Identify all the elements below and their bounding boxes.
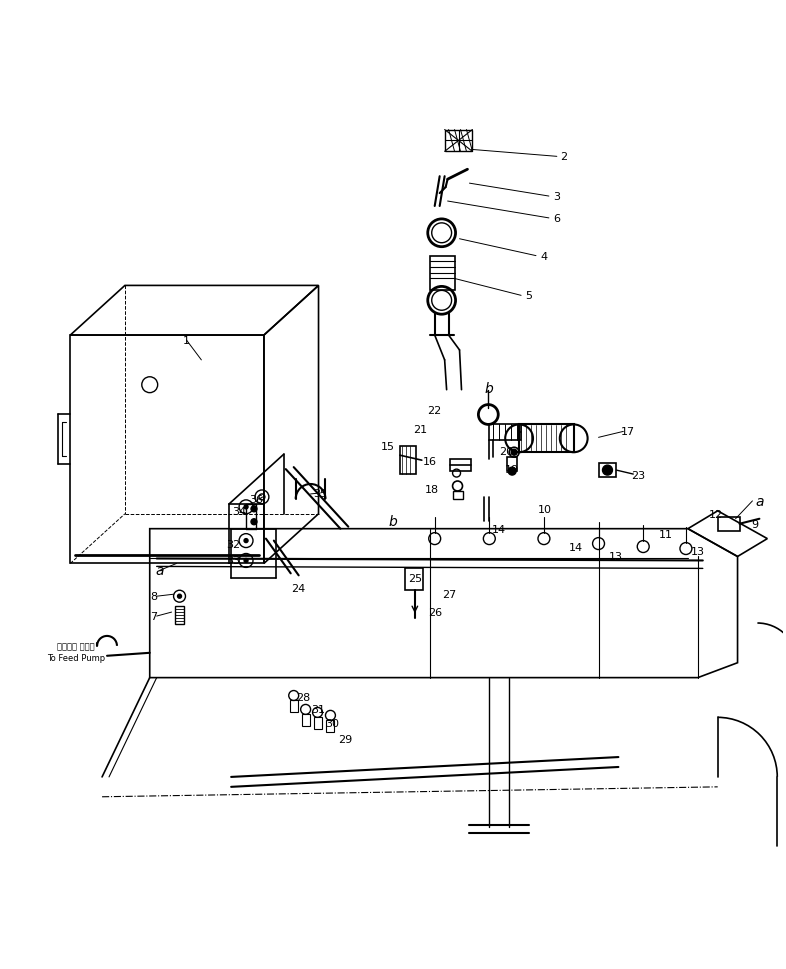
Circle shape [509, 468, 516, 476]
Circle shape [244, 559, 248, 563]
Bar [450, 459, 472, 472]
Text: 24: 24 [292, 583, 306, 594]
Bar [326, 721, 334, 733]
Text: 14: 14 [492, 524, 506, 534]
Text: 17: 17 [621, 427, 635, 437]
Text: 30: 30 [325, 719, 340, 729]
Text: 31: 31 [311, 704, 325, 715]
Circle shape [511, 450, 517, 455]
Text: 28: 28 [296, 693, 310, 703]
Text: 26: 26 [428, 608, 442, 617]
Text: 8: 8 [150, 592, 157, 602]
Circle shape [251, 507, 257, 513]
Text: 14: 14 [568, 542, 582, 552]
Text: 2: 2 [560, 152, 567, 162]
Text: To Feed Pump: To Feed Pump [47, 653, 105, 663]
Text: b: b [485, 381, 494, 395]
Bar [290, 701, 298, 712]
Text: 33: 33 [226, 556, 241, 566]
Text: 23: 23 [631, 471, 645, 481]
Bar [314, 718, 321, 730]
Bar [430, 257, 454, 291]
Circle shape [244, 539, 248, 543]
Circle shape [603, 466, 612, 476]
Text: 32: 32 [226, 539, 241, 549]
Text: 36: 36 [249, 494, 263, 505]
Text: 10: 10 [538, 504, 552, 515]
Text: a: a [755, 494, 764, 509]
Bar [302, 714, 310, 727]
Text: 35: 35 [314, 488, 328, 498]
Bar [718, 517, 740, 531]
Text: b: b [388, 515, 398, 528]
Bar [174, 607, 185, 624]
Text: 4: 4 [540, 251, 548, 262]
Text: フィード ポンプ: フィード ポンプ [57, 641, 95, 650]
Text: 15: 15 [381, 442, 395, 452]
Bar [598, 464, 616, 478]
Text: 34: 34 [232, 506, 246, 516]
Text: 9: 9 [751, 519, 758, 529]
Bar [519, 425, 574, 453]
Text: 13: 13 [608, 552, 623, 562]
Bar [507, 457, 517, 472]
Text: 13: 13 [691, 546, 705, 556]
Text: 5: 5 [526, 291, 533, 301]
Bar [445, 131, 472, 152]
Text: 6: 6 [553, 214, 560, 224]
Text: 19: 19 [505, 464, 520, 475]
Text: 1: 1 [183, 335, 190, 346]
Circle shape [251, 519, 257, 525]
Bar [453, 491, 462, 499]
Bar [405, 569, 423, 591]
Text: 22: 22 [428, 405, 442, 415]
Text: 12: 12 [709, 510, 723, 519]
Bar [400, 447, 416, 475]
Text: 11: 11 [659, 529, 673, 539]
Text: 20: 20 [499, 447, 513, 456]
Text: 21: 21 [413, 425, 427, 435]
Text: 29: 29 [338, 735, 352, 744]
Circle shape [244, 505, 248, 510]
Text: 18: 18 [424, 484, 439, 494]
Bar [490, 425, 521, 441]
Text: 7: 7 [150, 611, 157, 621]
Text: 16: 16 [423, 456, 437, 467]
Text: 25: 25 [408, 574, 422, 583]
Text: a: a [156, 564, 164, 578]
Text: 27: 27 [443, 589, 457, 600]
Circle shape [178, 595, 182, 599]
Text: 3: 3 [553, 192, 560, 202]
